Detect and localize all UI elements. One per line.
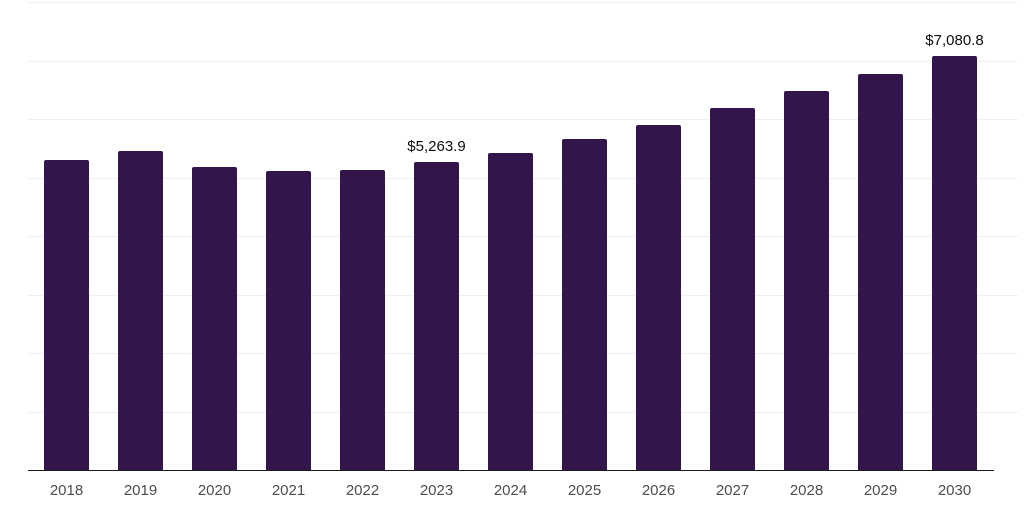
bar-2028	[784, 90, 829, 470]
bar-2024	[488, 152, 533, 470]
x-tick-2018: 2018	[49, 482, 84, 499]
x-tick-2025: 2025	[567, 482, 602, 499]
x-tick-2030: 2030	[937, 482, 972, 499]
x-tick-2027: 2027	[715, 482, 750, 499]
x-axis-line	[28, 469, 994, 471]
x-tick-2022: 2022	[345, 482, 380, 499]
bar-2026	[636, 125, 681, 470]
x-tick-2020: 2020	[197, 482, 232, 499]
data-label-2030: $7,080.8	[925, 31, 984, 49]
x-tick-2028: 2028	[789, 482, 824, 499]
bar-2029	[858, 74, 903, 470]
bar-2025	[562, 139, 607, 470]
data-label-2023: $5,263.9	[407, 138, 466, 156]
x-tick-2019: 2019	[123, 482, 158, 499]
x-tick-2023: 2023	[419, 482, 454, 499]
bar-2019	[118, 151, 163, 470]
gridline-8000	[28, 2, 1018, 3]
gridline-7000	[28, 60, 1018, 62]
bar-2018	[44, 160, 89, 470]
bar-2030	[932, 55, 977, 470]
bar-2021	[266, 170, 311, 470]
x-tick-2029: 2029	[863, 482, 898, 499]
bar-2020	[192, 167, 237, 470]
bar-2023	[414, 162, 459, 470]
bar-2022	[340, 169, 385, 470]
x-tick-2026: 2026	[641, 482, 676, 499]
bar-2027	[710, 108, 755, 470]
x-tick-2024: 2024	[493, 482, 528, 499]
x-tick-2021: 2021	[271, 482, 306, 499]
